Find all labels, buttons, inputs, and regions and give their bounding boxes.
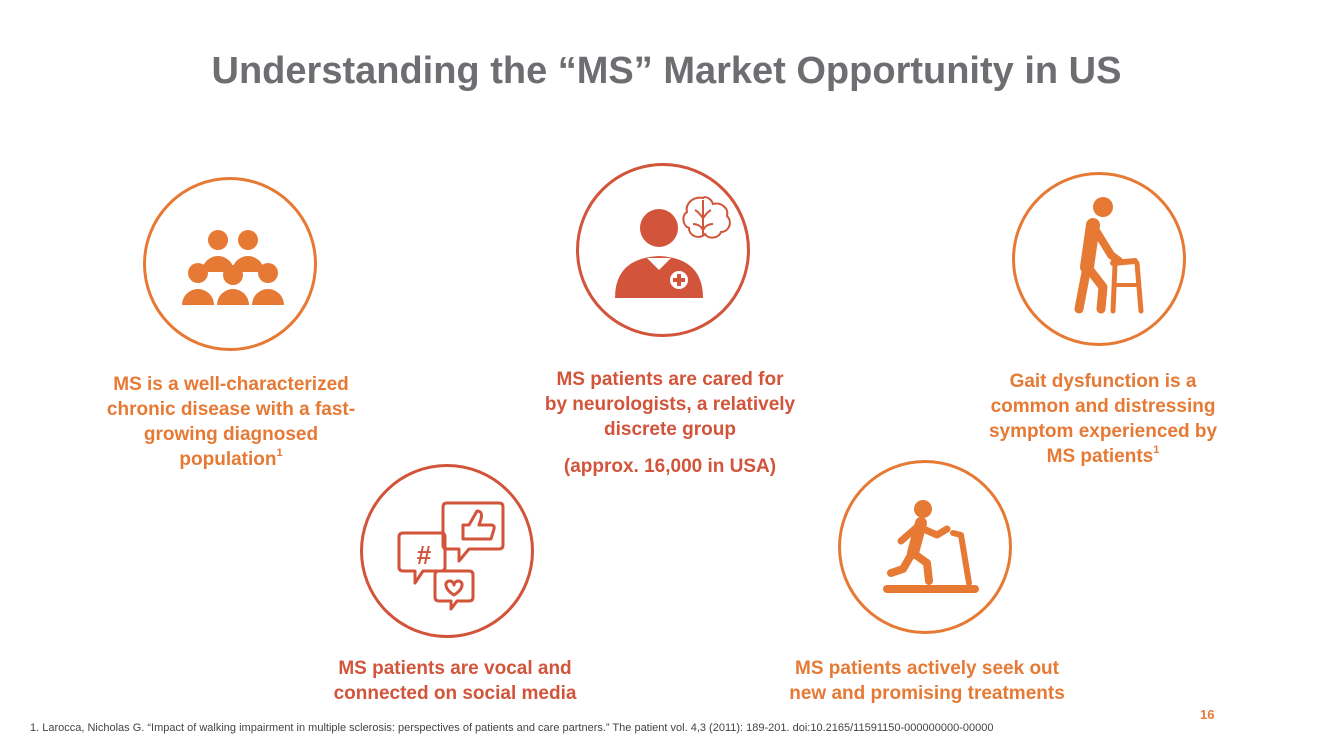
treatments-circle [838,460,1012,634]
social-caption: MS patients are vocal and connected on s… [333,658,577,704]
gait-circle [1012,172,1186,346]
population-circle [143,177,317,351]
page-number: 16 [1200,707,1215,722]
slide-title: Understanding the “MS” Market Opportunit… [211,50,1122,92]
neurologists-count: (approx. 16,000 in USA) [563,456,777,477]
svg-text:#: # [417,540,432,570]
neurologists-circle [576,163,750,337]
person-walker-icon [1074,197,1144,314]
social-media-icon: # [397,501,505,611]
treadmill-runner-icon [883,500,979,593]
footnote-ref: 1 [1153,443,1160,456]
neurologists-caption: MS patients are cared for by neurologist… [510,367,830,479]
social-circle: # [360,464,534,638]
population-caption: MS is a well-characterized chronic disea… [106,374,356,470]
footnote: 1. Larocca, Nicholas G. “Impact of walki… [30,722,994,734]
doctor-brain-icon [615,196,731,298]
group-people-icon [182,230,284,305]
footnote-ref: 1 [276,446,283,459]
gait-caption: Gait dysfunction is a common and distres… [988,371,1218,467]
treatments-caption: MS patients actively seek out new and pr… [789,658,1065,704]
